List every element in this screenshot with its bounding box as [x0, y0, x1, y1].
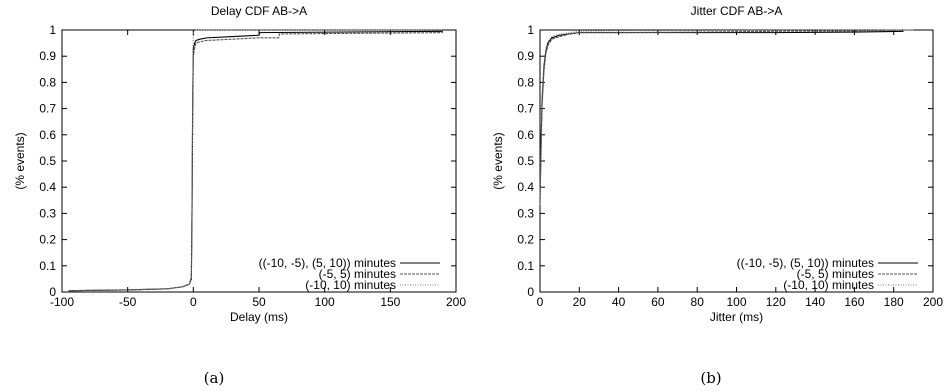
x-tick-label: -50: [119, 295, 137, 309]
y-tick-label: 0.9: [517, 49, 534, 63]
series-line-2: [68, 32, 443, 292]
x-tick-label: -100: [50, 295, 74, 309]
y-tick-label: 0.6: [517, 128, 534, 142]
x-tick-label: 0: [537, 295, 544, 309]
series-line-2: [539, 29, 914, 206]
y-tick-label: 0.1: [517, 259, 534, 273]
series-line-3: [539, 29, 914, 198]
y-tick-label: 0: [527, 285, 534, 299]
x-tick-label: 180: [884, 295, 904, 309]
y-tick-label: 0.4: [517, 180, 534, 194]
x-tick-label: 140: [805, 295, 825, 309]
legend-label: ((-10, -5), (5, 10)) minutes: [259, 256, 396, 270]
x-tick-label: 50: [252, 295, 266, 309]
y-tick-label: 0.3: [39, 206, 56, 220]
y-tick-label: 0: [49, 285, 56, 299]
series-line-3: [68, 29, 443, 292]
x-tick-label: 150: [380, 295, 400, 309]
y-tick-label: 0.4: [39, 180, 56, 194]
y-tick-label: 0.9: [39, 49, 56, 63]
plot-frame: [61, 29, 457, 293]
x-tick-label: 0: [190, 295, 197, 309]
plot-frame: [539, 29, 934, 293]
y-axis-label: (% events): [13, 132, 27, 189]
x-tick-label: 100: [726, 295, 746, 309]
y-axis-label: (% events): [491, 132, 505, 189]
x-tick-label: 20: [573, 295, 587, 309]
legend-label: ((-10, -5), (5, 10)) minutes: [737, 256, 874, 270]
y-tick-label: 0.1: [39, 259, 56, 273]
figure-caption: (b): [700, 369, 721, 387]
y-tick-label: 1: [49, 23, 56, 37]
x-tick-label: 60: [651, 295, 665, 309]
x-tick-label: 160: [844, 295, 864, 309]
y-tick-label: 0.2: [39, 233, 56, 247]
x-tick-label: 200: [923, 295, 943, 309]
x-tick-label: 40: [612, 295, 626, 309]
legend-label: (-5, 5) minutes: [319, 267, 396, 281]
chart-title: Delay CDF AB->A: [211, 4, 307, 18]
y-tick-label: 0.7: [517, 102, 534, 116]
x-axis-label: Delay (ms): [230, 310, 288, 324]
chart-a: Delay CDF AB->A -100 -50 0 50 100 150 200 0 0.1 0.…: [13, 4, 466, 387]
y-tick-label: 0.3: [517, 206, 534, 220]
series-line-1: [68, 30, 443, 292]
y-tick-label: 0.8: [517, 75, 534, 89]
x-tick-label: 80: [691, 295, 705, 309]
y-tick-label: 0.2: [517, 233, 534, 247]
x-axis-label: Jitter (ms): [710, 310, 763, 324]
x-tick-label: 100: [315, 295, 335, 309]
y-tick-label: 0.7: [39, 102, 56, 116]
y-tick-label: 1: [527, 23, 534, 37]
y-tick-label: 0.6: [39, 128, 56, 142]
y-tick-label: 0.5: [517, 154, 534, 168]
figure-caption: (a): [204, 369, 225, 387]
legend-label: (-10, 10) minutes: [305, 278, 396, 292]
x-tick-label: 120: [766, 295, 786, 309]
chart-b: Jitter CDF AB->A 0 20 40 60 80 100 120 140 160 180…: [491, 4, 943, 387]
chart-title: Jitter CDF AB->A: [691, 4, 783, 18]
legend-label: (-10, 10) minutes: [783, 278, 874, 292]
y-tick-label: 0.8: [39, 75, 56, 89]
y-tick-label: 0.5: [39, 154, 56, 168]
legend-label: (-5, 5) minutes: [797, 267, 874, 281]
x-tick-label: 200: [446, 295, 466, 309]
series-line-1: [539, 30, 904, 201]
